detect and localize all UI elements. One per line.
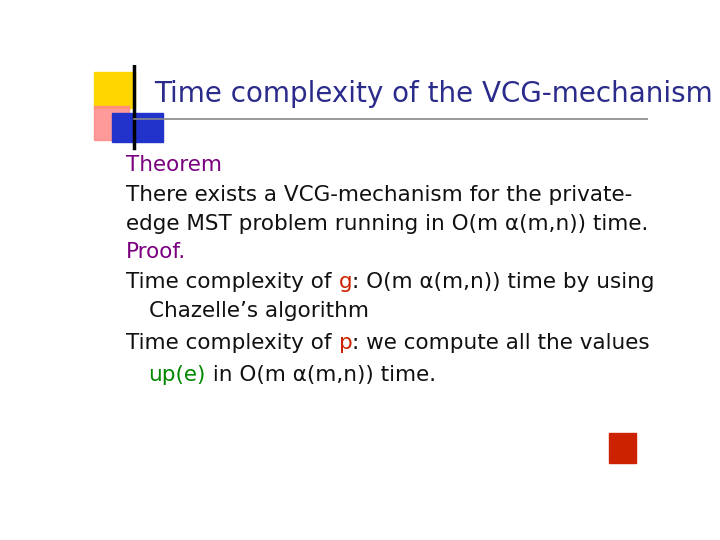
Text: Time complexity of: Time complexity of: [126, 272, 338, 292]
Text: p: p: [338, 333, 352, 353]
Text: in O(m α(m,n)) time.: in O(m α(m,n)) time.: [206, 364, 436, 384]
Text: Chazelle’s algorithm: Chazelle’s algorithm: [148, 301, 369, 321]
Bar: [94, 72, 135, 109]
Bar: [94, 105, 129, 140]
Bar: [112, 113, 163, 141]
Text: g: g: [338, 272, 352, 292]
Text: edge MST problem running in O(m α(m,n)) time.: edge MST problem running in O(m α(m,n)) …: [126, 214, 649, 234]
Text: Time complexity of the VCG-mechanism: Time complexity of the VCG-mechanism: [154, 80, 713, 108]
Text: : we compute all the values: : we compute all the values: [352, 333, 650, 353]
Text: up(e): up(e): [148, 364, 206, 384]
Text: Time complexity of: Time complexity of: [126, 333, 338, 353]
Text: Theorem: Theorem: [126, 154, 222, 174]
Text: There exists a VCG-mechanism for the private-: There exists a VCG-mechanism for the pri…: [126, 185, 633, 205]
Bar: [609, 433, 636, 463]
Text: : O(m α(m,n)) time by using: : O(m α(m,n)) time by using: [352, 272, 654, 292]
Text: Proof.: Proof.: [126, 242, 186, 262]
